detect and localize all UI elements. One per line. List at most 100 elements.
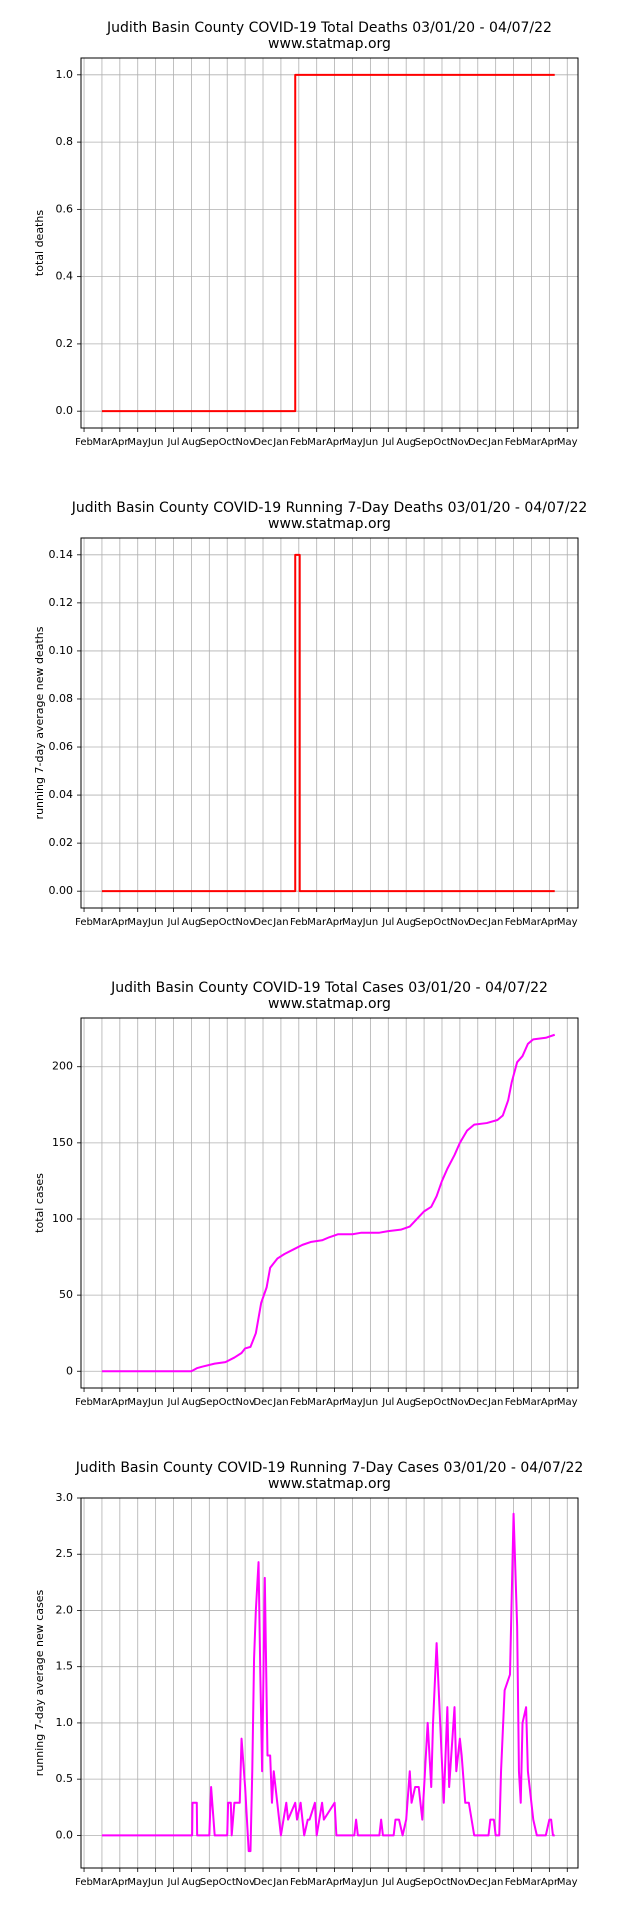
x-tick-label: May [342, 1397, 363, 1408]
y-tick-label: 0.12 [49, 596, 74, 609]
subplot: Judith Basin County COVID-19 Total Death… [33, 20, 579, 448]
y-axis-label: running 7-day average new cases [33, 1590, 46, 1777]
x-tick-label: Apr [111, 1397, 129, 1408]
x-tick-label: Jun [362, 917, 379, 928]
y-tick-label: 0.10 [49, 644, 74, 657]
x-tick-label: Apr [326, 437, 344, 448]
y-tick-label: 0.02 [49, 836, 74, 849]
x-tick-label: Feb [505, 437, 523, 448]
y-tick-label: 0.0 [56, 404, 74, 417]
y-tick-label: 0.00 [49, 884, 74, 897]
x-tick-label: Feb [290, 1877, 308, 1888]
x-tick-label: Apr [111, 437, 129, 448]
x-tick-label: Apr [541, 917, 559, 928]
data-line [101, 73, 555, 413]
x-tick-label: Oct [219, 437, 236, 448]
x-tick-label: May [127, 917, 148, 928]
x-tick-label: Oct [433, 1397, 450, 1408]
x-tick-label: Feb [75, 1877, 93, 1888]
x-tick-label: Aug [396, 917, 416, 928]
chart-subtitle: www.statmap.org [268, 36, 391, 52]
x-tick-label: Feb [75, 437, 93, 448]
chart-title: Judith Basin County COVID-19 Total Death… [106, 20, 552, 36]
y-tick-label: 0.08 [49, 692, 74, 705]
x-tick-label: Jul [166, 1877, 179, 1888]
x-tick-label: Jan [272, 1877, 288, 1888]
x-tick-label: Feb [505, 917, 523, 928]
x-tick-label: Aug [182, 917, 202, 928]
x-tick-label: Sep [200, 917, 219, 928]
x-tick-label: Nov [450, 1877, 470, 1888]
x-tick-label: May [127, 1877, 148, 1888]
x-tick-label: Jan [487, 917, 503, 928]
x-tick-label: Mar [307, 1397, 327, 1408]
x-tick-label: Nov [235, 1877, 255, 1888]
x-tick-label: Feb [75, 917, 93, 928]
x-tick-label: Aug [182, 1397, 202, 1408]
x-tick-label: Dec [253, 437, 272, 448]
x-tick-label: Feb [505, 1877, 523, 1888]
x-tick-label: Nov [235, 437, 255, 448]
x-tick-label: Feb [290, 1397, 308, 1408]
y-tick-label: 150 [52, 1136, 73, 1149]
chart-title: Judith Basin County COVID-19 Running 7-D… [71, 500, 588, 516]
y-tick-label: 0.5 [56, 1772, 74, 1785]
x-tick-label: May [127, 1397, 148, 1408]
x-tick-label: Apr [326, 1877, 344, 1888]
x-tick-label: Aug [182, 1877, 202, 1888]
x-tick-label: Dec [253, 1877, 272, 1888]
x-tick-label: Oct [219, 1397, 236, 1408]
x-tick-label: Apr [541, 1397, 559, 1408]
x-tick-label: Mar [93, 917, 113, 928]
x-tick-label: Jul [381, 917, 394, 928]
plot-frame [80, 57, 579, 429]
x-tick-label: Mar [522, 1877, 542, 1888]
x-tick-label: Apr [326, 1397, 344, 1408]
x-tick-label: Feb [505, 1397, 523, 1408]
y-tick-label: 200 [52, 1060, 73, 1073]
x-tick-label: Dec [468, 1877, 487, 1888]
y-tick-label: 1.0 [56, 68, 74, 81]
x-tick-label: Mar [307, 1877, 327, 1888]
y-tick-label: 3.0 [56, 1491, 74, 1504]
x-tick-label: Jan [272, 1397, 288, 1408]
x-tick-label: Aug [396, 1877, 416, 1888]
x-tick-label: Apr [326, 917, 344, 928]
x-tick-label: Nov [450, 1397, 470, 1408]
y-tick-label: 0.04 [49, 788, 74, 801]
x-tick-label: Dec [253, 1397, 272, 1408]
x-tick-label: Nov [235, 917, 255, 928]
x-tick-label: Oct [433, 437, 450, 448]
x-tick-label: Aug [396, 437, 416, 448]
x-tick-label: Apr [111, 1877, 129, 1888]
x-tick-label: Nov [450, 437, 470, 448]
x-tick-label: Aug [182, 437, 202, 448]
y-tick-label: 2.0 [56, 1603, 74, 1616]
x-tick-label: Sep [415, 1877, 434, 1888]
x-tick-label: Jan [272, 917, 288, 928]
y-tick-label: 0.6 [56, 202, 74, 215]
x-tick-label: Jun [362, 1397, 379, 1408]
y-tick-label: 1.5 [56, 1660, 74, 1673]
x-tick-label: Mar [93, 1877, 113, 1888]
x-tick-label: May [557, 437, 578, 448]
x-tick-label: Sep [415, 437, 434, 448]
x-tick-label: Feb [290, 437, 308, 448]
x-tick-label: Jul [166, 917, 179, 928]
y-axis-label: total cases [33, 1173, 46, 1233]
x-tick-label: Jan [487, 1877, 503, 1888]
data-line [101, 1512, 555, 1853]
y-tick-label: 0.14 [49, 548, 74, 561]
x-tick-label: Feb [290, 917, 308, 928]
x-tick-label: Mar [307, 917, 327, 928]
x-tick-label: Jul [381, 437, 394, 448]
x-tick-label: Oct [433, 1877, 450, 1888]
y-tick-label: 0.0 [56, 1828, 74, 1841]
chart-subtitle: www.statmap.org [268, 1476, 391, 1492]
x-tick-label: Jan [272, 437, 288, 448]
x-tick-label: May [557, 1877, 578, 1888]
x-tick-label: Mar [307, 437, 327, 448]
y-tick-label: 100 [52, 1212, 73, 1225]
chart-subtitle: www.statmap.org [268, 516, 391, 532]
x-tick-label: Apr [111, 917, 129, 928]
